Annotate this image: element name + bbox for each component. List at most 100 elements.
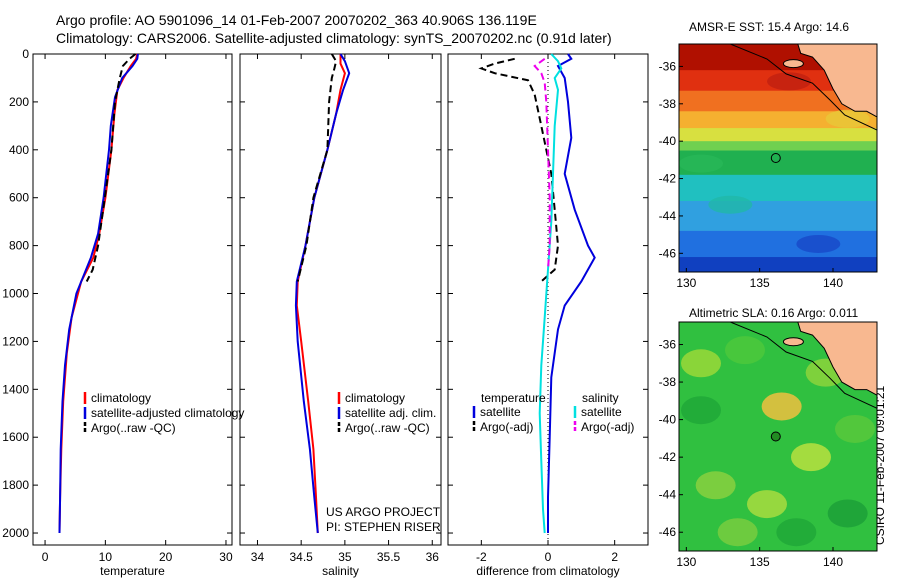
map-x-tick-label: 130	[676, 276, 696, 290]
x-tick-label: 35	[338, 550, 352, 564]
annotation-pi: PI: STEPHEN RISER	[326, 520, 441, 534]
series-line-salinity-satellite	[538, 53, 563, 534]
sla-map-title: Altimetric SLA: 0.16 Argo: 0.011	[689, 306, 859, 320]
x-tick-label: 36	[426, 550, 440, 564]
sst-patch	[708, 195, 753, 214]
x-axis-label: salinity	[322, 564, 359, 578]
sla-blob	[835, 414, 875, 443]
y-tick-label: 600	[9, 191, 29, 205]
map-y-tick-label: -46	[659, 525, 677, 539]
legend-temp-2-label: Argo(..raw -QC)	[91, 421, 176, 435]
map-x-tick-label: 140	[823, 276, 843, 290]
sst-band	[679, 174, 877, 202]
x-tick-label: 34	[251, 550, 265, 564]
island	[782, 59, 804, 69]
sst-map-title: AMSR-E SST: 15.4 Argo: 14.6	[689, 20, 850, 34]
map-y-tick-label: -40	[659, 413, 677, 427]
map-y-tick-label: -44	[659, 488, 677, 502]
x-axis-label: temperature	[100, 564, 165, 578]
legend-diff-temp-argo-label: Argo(-adj)	[480, 420, 533, 434]
header-line-2: Climatology: CARS2006. Satellite-adjuste…	[56, 30, 612, 46]
x-tick-label: 34.5	[289, 550, 313, 564]
map-x-tick-label: 135	[750, 555, 770, 569]
map-y-tick-label: -42	[659, 450, 677, 464]
legend-group-temperature: temperature	[481, 391, 546, 405]
sla-blob	[791, 443, 831, 472]
legend-temp-1-label: satellite-adjusted climatology	[91, 406, 244, 420]
sst-band	[679, 128, 877, 143]
argo-float-marker	[770, 431, 781, 442]
panel-frame	[32, 53, 233, 546]
y-tick-label: 400	[9, 143, 29, 157]
y-tick-label: 0	[22, 47, 29, 61]
x-tick-label: 30	[219, 550, 233, 564]
shelf-contour	[730, 322, 877, 409]
sst-patch	[679, 154, 723, 173]
land	[797, 322, 877, 396]
legend-diff-sal-argo-label: Argo(-adj)	[581, 420, 634, 434]
argo-float-marker	[770, 153, 781, 163]
series-line-satellite-adj-clim-	[294, 53, 351, 534]
sst-patch	[796, 234, 841, 253]
map-x-tick-label: 130	[676, 555, 696, 569]
map-y-tick-label: -38	[659, 97, 677, 111]
map-y-tick-label: -42	[659, 172, 677, 186]
map-frame	[678, 321, 878, 552]
header-line-1: Argo profile: AO 5901096_14 01-Feb-2007 …	[56, 12, 537, 28]
map-y-tick-label: -36	[659, 59, 677, 73]
panel-frame	[239, 53, 442, 546]
map-y-tick-label: -38	[659, 375, 677, 389]
sst-patch	[767, 72, 811, 91]
land	[797, 44, 877, 118]
sst-band	[679, 141, 877, 152]
series-line-argo-raw-qc-	[296, 53, 338, 282]
y-tick-label: 200	[9, 95, 29, 109]
legend-sal-1-label: satellite adj. clim.	[345, 406, 436, 420]
sla-blob	[761, 392, 802, 421]
series-line-climatology	[295, 54, 346, 534]
y-tick-label: 1000	[2, 287, 29, 301]
x-tick-label: 20	[159, 550, 173, 564]
sst-band	[679, 230, 877, 259]
map-y-tick-label: -46	[659, 246, 677, 260]
legend-group-salinity: salinity	[582, 391, 619, 405]
x-tick-label: -2	[476, 550, 487, 564]
sla-blob	[776, 518, 817, 547]
x-tick-label: 10	[99, 550, 113, 564]
map-frame	[678, 43, 878, 273]
y-tick-label: 1600	[2, 430, 29, 444]
x-tick-label: 35.5	[377, 550, 401, 564]
sst-patch	[825, 109, 870, 128]
y-tick-label: 1800	[2, 478, 29, 492]
annotation-project: US ARGO PROJECT	[326, 505, 441, 519]
shelf-contour	[730, 44, 877, 131]
sla-blob	[681, 349, 721, 378]
legend-sal-0-label: climatology	[345, 391, 405, 405]
map-y-tick-label: -36	[659, 338, 677, 352]
legend-diff-temp-sat-label: satellite	[480, 405, 521, 419]
series-line-climatology	[58, 53, 139, 534]
x-tick-label: 0	[545, 550, 552, 564]
sst-band	[679, 257, 877, 272]
map-x-tick-label: 140	[823, 555, 843, 569]
sla-blob	[827, 499, 868, 528]
series-line-satellite-adjusted-climatology	[58, 53, 139, 534]
y-tick-label: 1400	[2, 382, 29, 396]
x-tick-label: 0	[42, 550, 49, 564]
sla-blob	[747, 490, 787, 519]
map-y-tick-label: -44	[659, 209, 677, 223]
series-line-temperature-satellite	[547, 53, 596, 533]
map-y-tick-label: -40	[659, 134, 677, 148]
map-field	[679, 44, 877, 272]
map-x-tick-label: 135	[750, 276, 770, 290]
series-line-argo-raw-qc-	[85, 53, 137, 282]
legend-temp-0-label: climatology	[91, 391, 151, 405]
sla-blob	[695, 471, 736, 500]
island	[782, 337, 804, 347]
series-line-temperature-argo-adj-	[478, 57, 560, 283]
series-line-salinity-argo-adj-	[533, 57, 551, 270]
sst-band	[679, 90, 877, 113]
x-axis-label: difference from climatology	[476, 564, 619, 578]
sla-blob	[717, 518, 758, 547]
